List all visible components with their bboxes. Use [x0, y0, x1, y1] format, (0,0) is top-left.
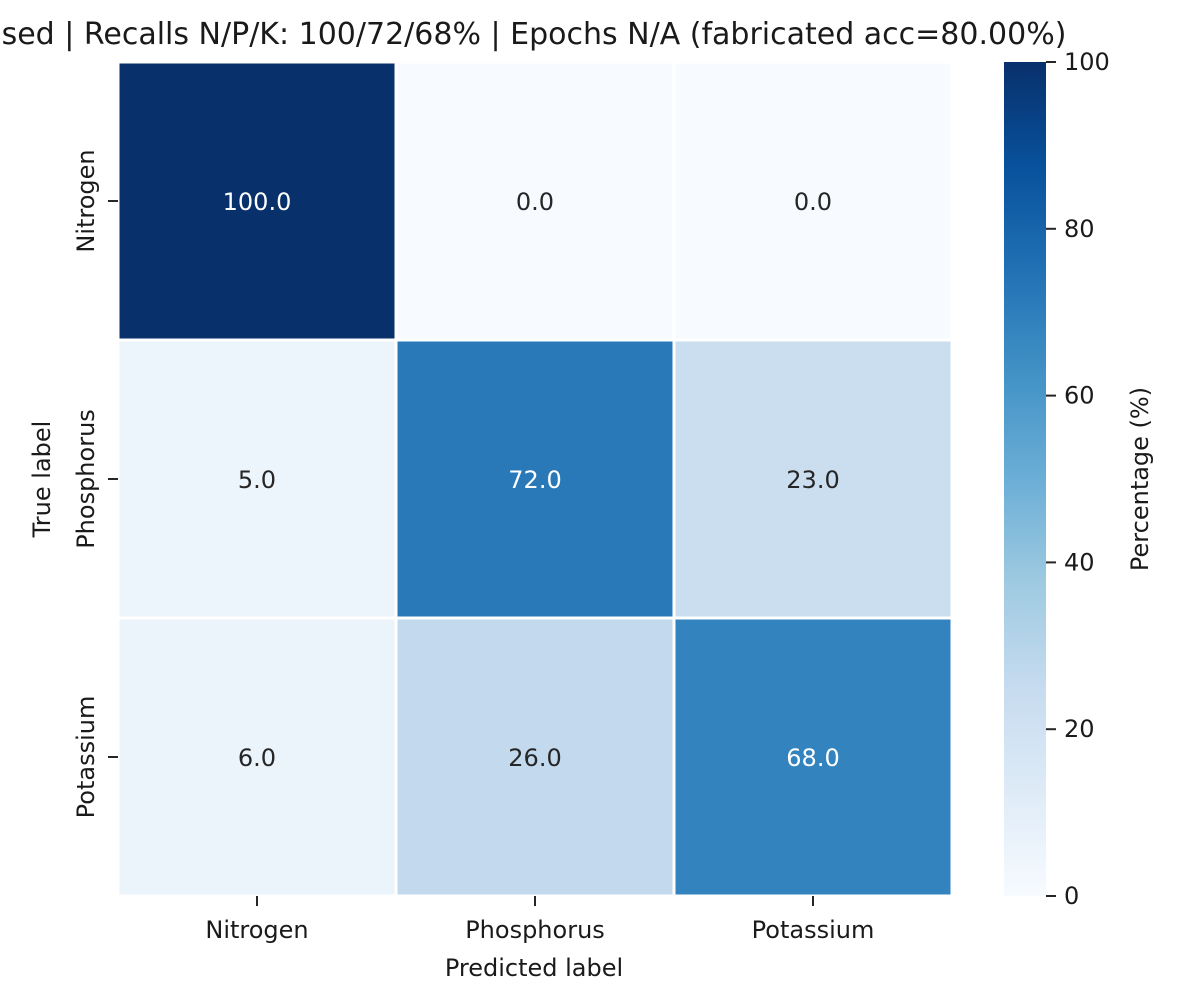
cell-value-label-0-1: 0.0 [516, 188, 554, 216]
x-tick-label-1: Phosphorus [465, 916, 605, 944]
heatmap-cell-2-1 [394, 616, 676, 898]
heatmap-cell-1-1 [394, 338, 676, 620]
cell-value-label-1-1: 72.0 [508, 466, 561, 494]
colorbar-tick-label-4: 80 [1064, 215, 1095, 243]
colorbar-label: Percentage (%) [1126, 387, 1154, 571]
cell-value-label-0-0: 100.0 [223, 188, 292, 216]
chart-title: sed | Recalls N/P/K: 100/72/68% | Epochs… [2, 17, 1067, 52]
cell-value-label-2-1: 26.0 [508, 744, 561, 772]
cell-value-label-2-2: 68.0 [786, 744, 839, 772]
y-tick-label-2: Potassium [72, 696, 100, 819]
heatmap-cell-0-1 [394, 60, 676, 342]
cell-value-label-2-0: 6.0 [238, 744, 276, 772]
x-axis-ticks: Nitrogen Phosphorus Potassium [205, 896, 874, 944]
heatmap-cell-1-0 [116, 338, 398, 620]
cell-value-label-1-2: 23.0 [786, 466, 839, 494]
y-axis-label: True label [28, 421, 56, 539]
colorbar-tick-label-5: 100 [1064, 48, 1110, 76]
x-axis-label: Predicted label [445, 954, 623, 982]
colorbar-tick-label-0: 0 [1064, 882, 1079, 910]
x-tick-label-0: Nitrogen [205, 916, 308, 944]
cell-value-label-1-0: 5.0 [238, 466, 276, 494]
y-tick-label-0: Nitrogen [72, 149, 100, 252]
cell-value-label-0-2: 0.0 [794, 188, 832, 216]
colorbar-tick-label-2: 40 [1064, 548, 1095, 576]
colorbar-tick-label-1: 20 [1064, 715, 1095, 743]
colorbar-tick-label-3: 60 [1064, 382, 1095, 410]
heatmap-cell-labels: 100.0 0.0 0.0 5.0 72.0 23.0 6.0 26.0 68.0 [223, 188, 840, 772]
heatmap-cell-1-2 [672, 338, 954, 620]
colorbar: 0 20 40 60 80 100 Percentage (%) [1004, 48, 1154, 910]
colorbar-ticks: 0 20 40 60 80 100 [1046, 48, 1110, 910]
heatmap-cell-0-0 [116, 60, 398, 342]
y-tick-label-1: Phosphorus [72, 409, 100, 549]
heatmap-cells [116, 60, 954, 898]
x-tick-label-2: Potassium [752, 916, 875, 944]
colorbar-gradient [1004, 62, 1046, 896]
heatmap-cell-0-2 [672, 60, 954, 342]
y-axis-ticks: Nitrogen Phosphorus Potassium [72, 149, 118, 818]
